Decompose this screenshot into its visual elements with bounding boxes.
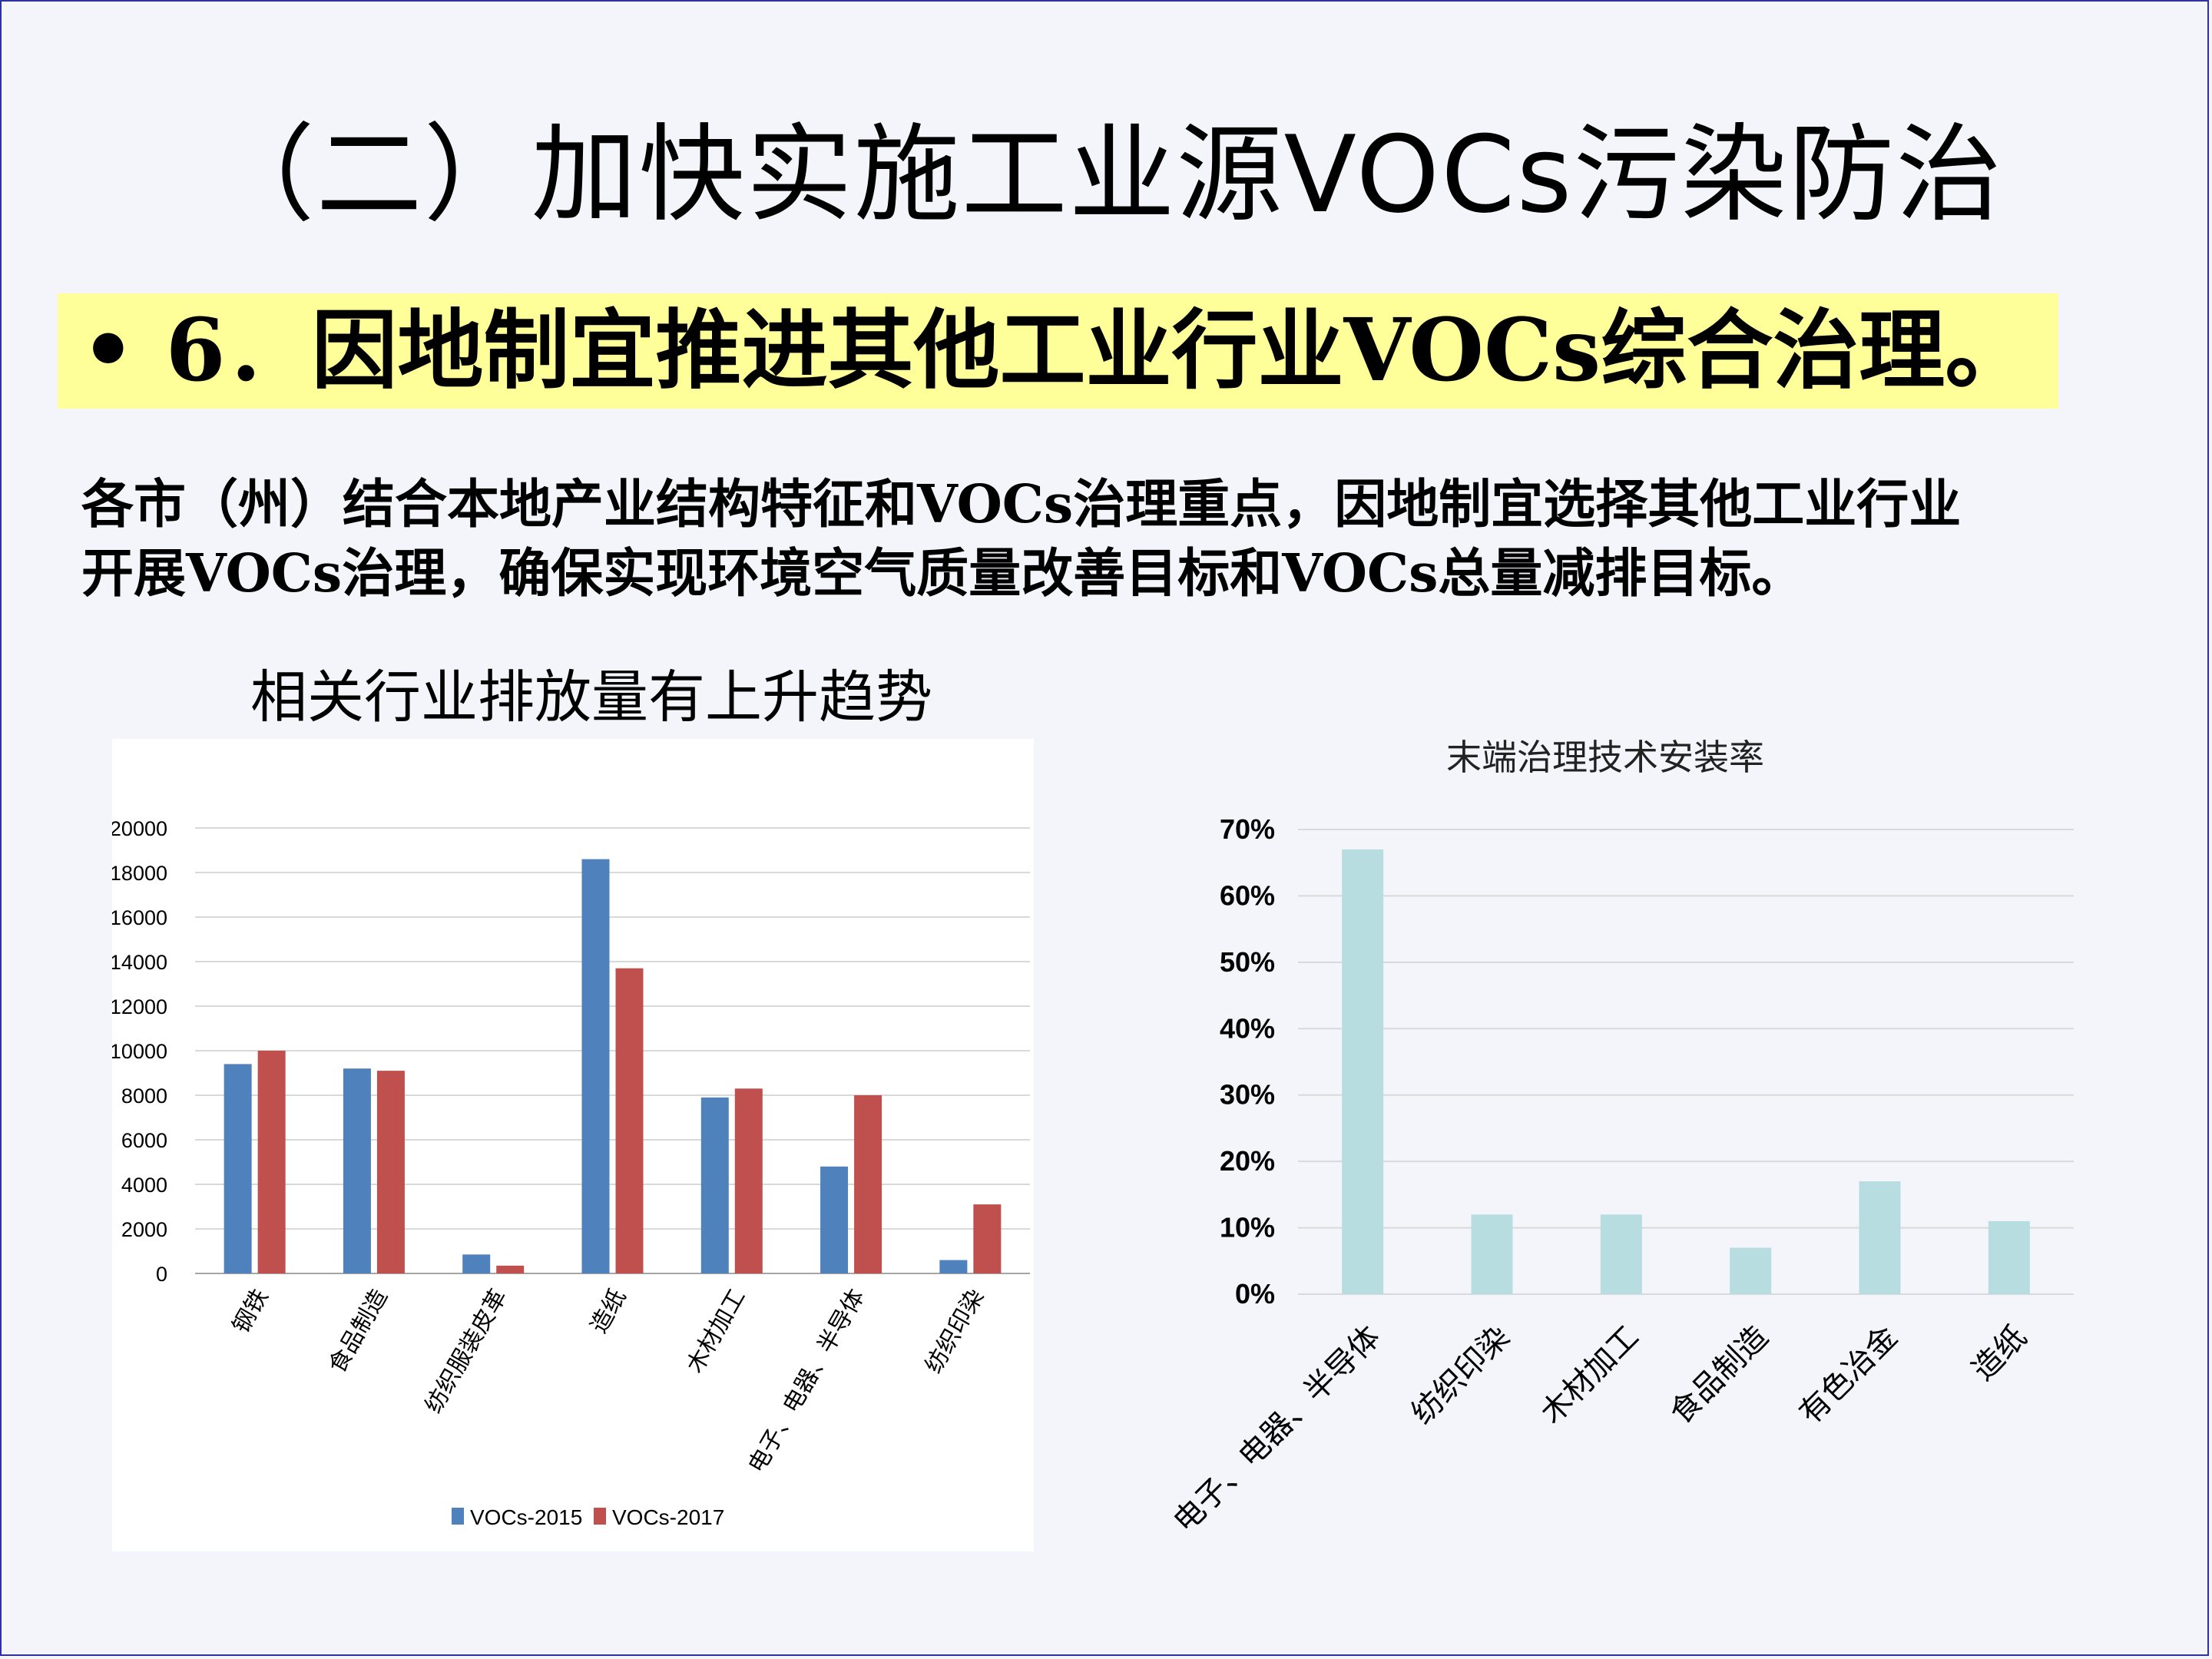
x-category-label: 造纸 — [1966, 1320, 2034, 1387]
y-tick-label: 20000 — [112, 817, 167, 840]
emissions-chart-svg: 0 2000 4000 6000 8000 10000 12000 14000 16000 180… — [110, 817, 1030, 1529]
bar-2017 — [854, 1095, 882, 1273]
install-rate-bar — [1600, 1214, 1642, 1294]
bar-2015 — [581, 859, 610, 1273]
y-tick-label: 6000 — [121, 1129, 167, 1152]
bar-2015 — [343, 1068, 371, 1273]
install-rate-chart-svg: 末端治理技术安装率 0% 10% 20% 30% 40% 50% 60% 70% 电子、电器、半导… — [1167, 737, 2074, 1539]
y-tick-label: 4000 — [121, 1174, 167, 1197]
bar-2015 — [462, 1254, 491, 1273]
x-category-label: 电子、电器、半导体 — [1167, 1320, 1387, 1539]
bar-2017 — [734, 1088, 763, 1273]
x-category-label: 木材加工 — [682, 1285, 750, 1377]
y-tick-label: 10000 — [112, 1040, 167, 1063]
bar-2015 — [224, 1064, 252, 1273]
y-tick-label: 0% — [1235, 1278, 1275, 1310]
install-rate-bar — [1342, 849, 1384, 1294]
x-category-label: 食品制造 — [1664, 1320, 1774, 1430]
slide-title: （二）加快实施工业源VOCs污染防治 — [208, 113, 2004, 237]
x-category-label: 木材加工 — [1535, 1320, 1645, 1430]
legend-swatch — [452, 1508, 464, 1525]
body-paragraph: 各市（州）结合本地产业结构特征和VOCs治理重点，因地制宜选择其他工业行业 开展… — [81, 470, 2109, 608]
y-tick-label: 2000 — [121, 1218, 167, 1241]
install-rate-bar — [1859, 1181, 1901, 1294]
bullet-text: • 6．因地制宜推进其他工业行业VOCs综合治理。 — [81, 300, 2032, 401]
x-category-label: 食品制造 — [324, 1285, 392, 1377]
y-tick-label: 18000 — [112, 862, 167, 885]
x-category-label: 电子、电器、半导体 — [744, 1285, 870, 1477]
bar-2017 — [496, 1265, 525, 1273]
bar-2015 — [700, 1097, 729, 1273]
bar-2015 — [820, 1166, 849, 1273]
y-tick-label: 0 — [156, 1263, 167, 1286]
bar-2015 — [939, 1260, 968, 1273]
y-tick-label: 8000 — [121, 1084, 167, 1108]
y-tick-label: 20% — [1220, 1145, 1275, 1177]
x-category-label: 钢铁 — [228, 1285, 273, 1337]
y-tick-label: 70% — [1220, 813, 1275, 845]
bar-2017 — [376, 1071, 405, 1273]
emissions-chart: 0 2000 4000 6000 8000 10000 12000 14000 16000 180… — [110, 739, 1034, 1551]
legend-swatch — [594, 1508, 606, 1525]
install-rate-bar — [1730, 1247, 1772, 1294]
x-category-label: 有色冶金 — [1793, 1320, 1904, 1430]
y-tick-label: 50% — [1220, 946, 1275, 978]
install-rate-bar — [1988, 1220, 2030, 1294]
chart-subheading: 相关行业排放量有上升趋势 — [250, 664, 932, 730]
x-category-label: 纺织印染 — [1406, 1320, 1516, 1430]
paragraph-line-1: 各市（州）结合本地产业结构特征和VOCs治理重点，因地制宜选择其他工业行业 — [81, 474, 1962, 535]
install-rate-chart: 末端治理技术安装率 0% 10% 20% 30% 40% 50% 60% 70% 电子、电器、半导… — [1144, 722, 2097, 1567]
chart-title: 末端治理技术安装率 — [1446, 737, 1764, 777]
legend-label: VOCs-2017 — [612, 1505, 724, 1529]
y-tick-label: 14000 — [112, 951, 167, 974]
install-rate-bar — [1471, 1214, 1513, 1294]
paragraph-line-2: 开展VOCs治理，确保实现环境空气质量改善目标和VOCs总量减排目标。 — [81, 543, 1804, 604]
y-tick-label: 10% — [1220, 1212, 1275, 1243]
bar-2017 — [973, 1204, 1002, 1273]
legend-label: VOCs-2015 — [470, 1505, 582, 1529]
x-category-label: 纺织印染 — [921, 1285, 989, 1377]
y-tick-label: 16000 — [112, 906, 167, 929]
y-tick-label: 40% — [1220, 1012, 1275, 1044]
y-tick-label: 30% — [1220, 1079, 1275, 1111]
y-tick-label: 60% — [1220, 879, 1275, 911]
x-category-label: 纺织服装皮革 — [421, 1285, 512, 1417]
bar-2017 — [615, 968, 644, 1273]
bullet-highlight: • 6．因地制宜推进其他工业行业VOCs综合治理。 — [58, 293, 2058, 409]
x-category-label: 造纸 — [586, 1285, 631, 1337]
y-tick-label: 12000 — [112, 995, 167, 1018]
bar-2017 — [257, 1051, 286, 1273]
